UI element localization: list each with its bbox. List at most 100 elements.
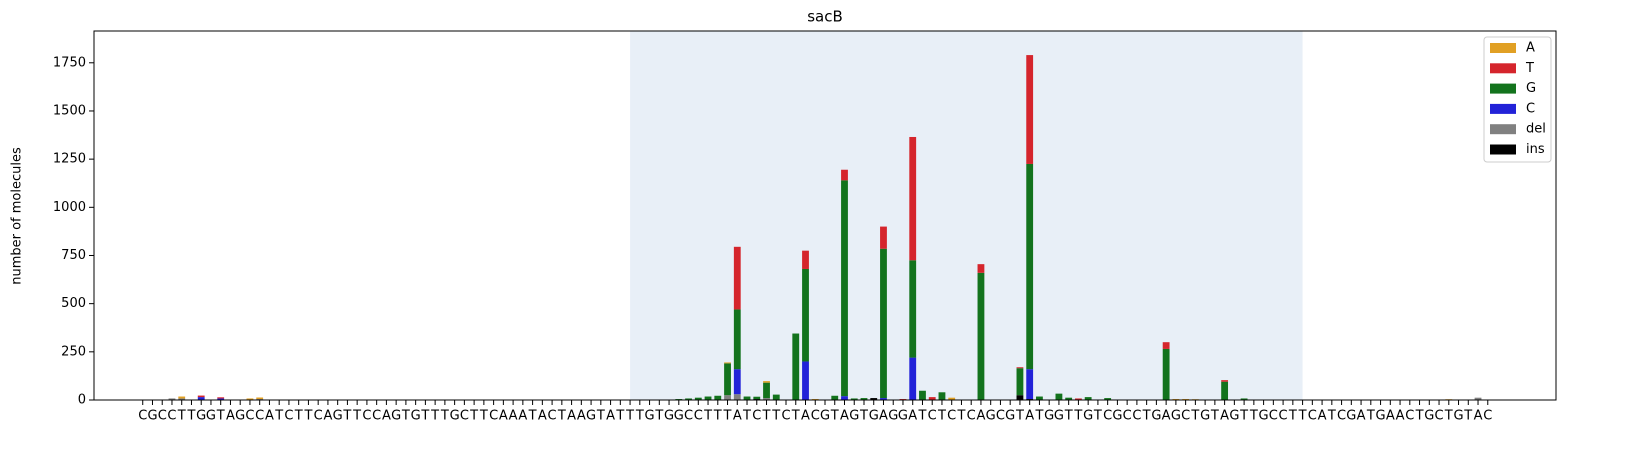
y-tick-label: 1750 — [53, 55, 86, 70]
x-tick-label: A — [976, 409, 985, 424]
x-tick-label: C — [372, 409, 381, 424]
x-tick-label: C — [684, 409, 693, 424]
x-tick-label: G — [391, 409, 401, 424]
legend-label: C — [1526, 101, 1535, 116]
bar-segment — [217, 398, 225, 400]
x-tick-label: T — [791, 409, 800, 424]
bar-segment — [1075, 398, 1082, 400]
bar-segment — [909, 136, 917, 261]
x-tick-label: A — [879, 409, 888, 424]
bar-segment — [880, 398, 887, 400]
legend-swatch — [1490, 63, 1516, 74]
y-tick-label: 750 — [61, 248, 86, 263]
bar-segment — [1084, 397, 1092, 400]
x-tick-label: T — [479, 409, 488, 424]
x-tick-label: C — [1279, 409, 1288, 424]
bar-segment — [168, 398, 176, 400]
legend-swatch — [1490, 103, 1516, 114]
x-tick-label: C — [548, 409, 557, 424]
x-tick-label: G — [1424, 409, 1434, 424]
x-tick-label: T — [771, 409, 780, 424]
x-tick-label: A — [1025, 409, 1034, 424]
bar-segment — [685, 398, 692, 400]
bar-segment — [1016, 368, 1024, 396]
x-tick-label: T — [1210, 409, 1219, 424]
bar-segment — [197, 397, 205, 400]
x-tick-label: G — [1171, 409, 1181, 424]
x-tick-label: T — [1190, 409, 1199, 424]
x-tick-label: T — [937, 409, 946, 424]
x-tick-label: C — [928, 409, 937, 424]
plot-frame — [93, 30, 1557, 401]
bar-segment — [1036, 396, 1043, 400]
x-tick-label: T — [956, 409, 965, 424]
x-tick-label: T — [1327, 409, 1336, 424]
x-tick-label: T — [1034, 409, 1043, 424]
x-tick-label: C — [138, 409, 147, 424]
bar-segment — [733, 309, 741, 370]
x-tick-label: C — [1337, 409, 1346, 424]
x-tick-label: T — [1073, 409, 1082, 424]
x-tick-label: T — [1366, 409, 1375, 424]
x-tick-label: A — [840, 409, 849, 424]
bar-segment — [870, 398, 878, 400]
x-tick-label: T — [1249, 409, 1258, 424]
x-tick-label: G — [986, 409, 996, 424]
bar-segment — [1016, 367, 1024, 369]
x-tick-label: A — [323, 409, 332, 424]
x-tick-label: T — [742, 409, 751, 424]
x-tick-label: C — [694, 409, 703, 424]
x-tick-label: T — [1298, 409, 1307, 424]
bar-segment — [841, 169, 848, 181]
x-tick-label: G — [196, 409, 206, 424]
legend-swatch — [1490, 124, 1516, 135]
x-tick-label: C — [947, 409, 956, 424]
x-tick-label: C — [255, 409, 264, 424]
x-tick-label: G — [1054, 409, 1064, 424]
x-tick-label: C — [1435, 409, 1444, 424]
x-tick-label: T — [703, 409, 712, 424]
x-tick-label: T — [859, 409, 868, 424]
bar-segment — [977, 264, 985, 273]
bar-segment — [1474, 397, 1482, 400]
bar-segment — [256, 397, 264, 400]
x-tick-label: C — [460, 409, 469, 424]
legend-label: A — [1526, 41, 1535, 56]
bar-segment — [802, 250, 809, 269]
y-tick-label: 250 — [61, 344, 86, 359]
x-tick-label: G — [1151, 409, 1161, 424]
x-tick-label: C — [1308, 409, 1317, 424]
x-tick-label: T — [635, 409, 644, 424]
bar-segment — [1016, 395, 1024, 400]
x-tick-label: A — [499, 409, 508, 424]
bar-segment — [772, 394, 780, 400]
x-tick-label: T — [430, 409, 439, 424]
x-tick-label: T — [1444, 409, 1453, 424]
x-tick-label: C — [284, 409, 293, 424]
x-tick-label: A — [567, 409, 576, 424]
x-tick-label: C — [167, 409, 176, 424]
bar-segment — [909, 260, 917, 358]
x-tick-label: G — [888, 409, 898, 424]
x-tick-label: T — [1239, 409, 1248, 424]
bar-segment — [880, 226, 887, 249]
bar-segment — [197, 395, 205, 398]
x-tick-label: C — [781, 409, 790, 424]
y-tick-label: 1250 — [53, 152, 86, 167]
x-tick-label: G — [1044, 409, 1054, 424]
bar-segment — [704, 396, 712, 400]
x-tick-label: T — [615, 409, 624, 424]
x-tick-label: C — [1405, 409, 1414, 424]
legend-swatch — [1490, 83, 1516, 94]
x-tick-label: G — [869, 409, 879, 424]
x-tick-label: A — [908, 409, 917, 424]
x-tick-label: C — [314, 409, 323, 424]
y-tick-label: 1500 — [53, 103, 86, 118]
legend-label: del — [1526, 122, 1546, 137]
x-tick-label: A — [1318, 409, 1327, 424]
x-tick-label: T — [596, 409, 605, 424]
bar-segment — [841, 396, 848, 400]
x-tick-label: A — [1474, 409, 1483, 424]
bar-segment — [753, 396, 761, 400]
